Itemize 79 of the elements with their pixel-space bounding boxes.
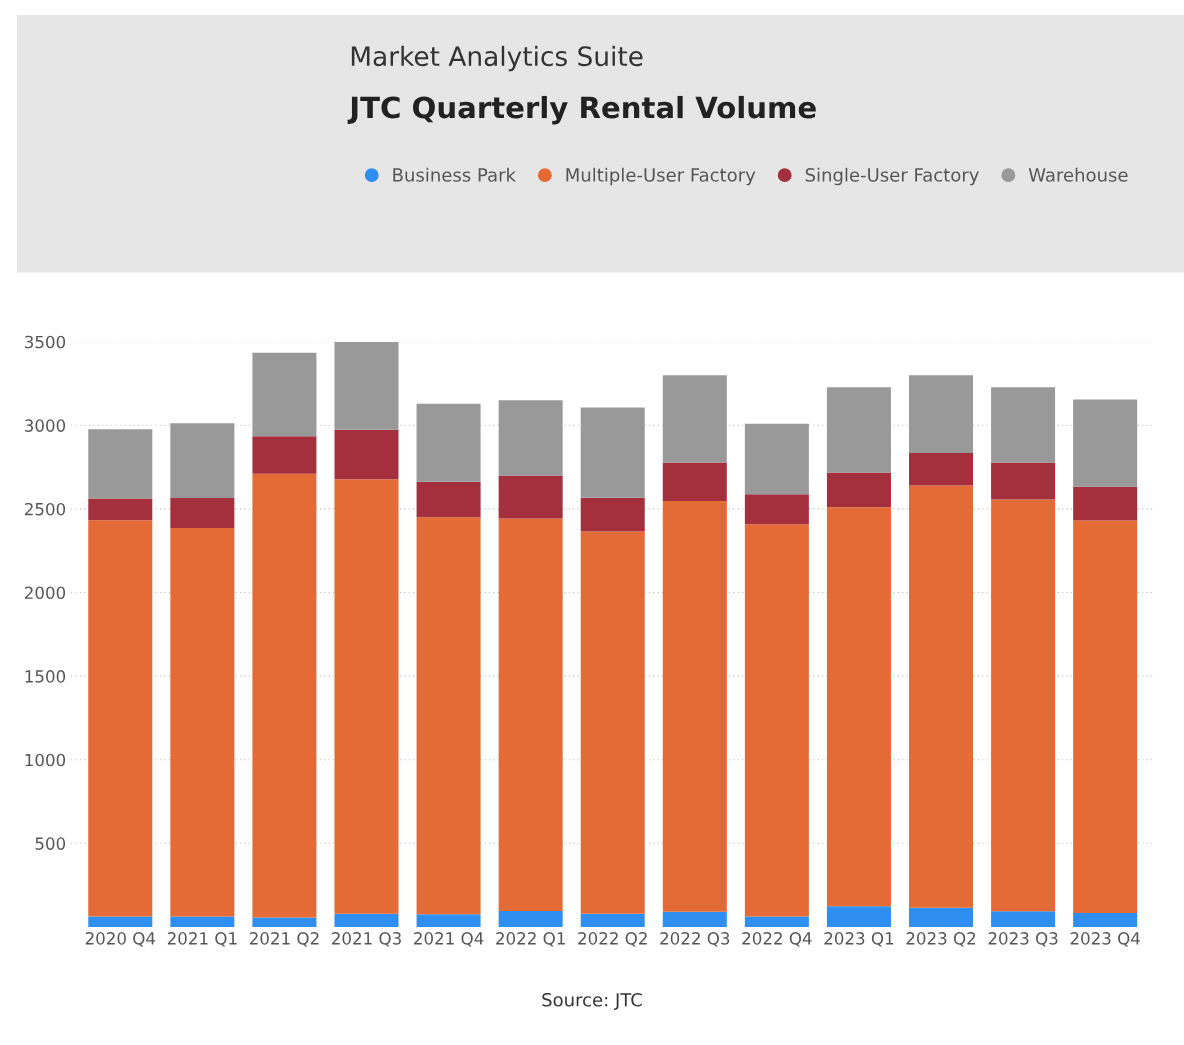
bar (170, 527, 235, 917)
y-tick-label: 2000 (24, 586, 66, 600)
bar (909, 907, 974, 927)
bar (826, 906, 891, 927)
source-note: Source: JTC (542, 992, 642, 1010)
bar (662, 500, 727, 912)
bar (498, 911, 563, 927)
x-tick-label: 2022 Q1 (496, 932, 565, 947)
bar (498, 400, 563, 476)
bar (991, 911, 1056, 927)
x-tick-label: 2023 Q3 (988, 932, 1058, 947)
bar (826, 472, 891, 508)
bar (334, 479, 399, 914)
bar (1073, 913, 1138, 927)
x-tick-label: 2023 Q4 (1070, 932, 1140, 947)
bar (88, 498, 153, 521)
y-tick-label: 500 (35, 837, 66, 850)
bar (88, 520, 153, 917)
legend-label: Single-User Factory (805, 167, 979, 186)
bar (252, 436, 317, 474)
bar (580, 531, 645, 914)
bar (909, 375, 974, 454)
x-tick-label: 2022 Q2 (578, 932, 647, 947)
bar (909, 453, 974, 486)
bar (498, 475, 563, 519)
legend-label: Warehouse (1028, 167, 1128, 182)
bar (88, 429, 153, 499)
bar (744, 916, 809, 927)
bar (991, 387, 1056, 463)
bar (416, 517, 481, 915)
x-tick-label: 2021 Q4 (414, 932, 484, 947)
bar (991, 499, 1056, 912)
bar (416, 914, 481, 927)
x-tick-label: 2023 Q2 (906, 932, 976, 947)
bar (334, 913, 399, 927)
bar (662, 462, 727, 501)
y-tick-label: 2500 (24, 502, 66, 516)
bar (991, 462, 1056, 500)
x-tick-label: 2020 Q4 (85, 932, 156, 947)
bar (334, 429, 399, 480)
bar (170, 423, 235, 498)
bar (662, 375, 727, 463)
bar (498, 518, 563, 912)
bar (252, 917, 317, 927)
bar (826, 507, 891, 907)
bar (1073, 399, 1138, 487)
bar (1073, 486, 1138, 521)
bar (88, 916, 153, 927)
bar (170, 916, 235, 927)
bar (909, 485, 974, 908)
bar (744, 524, 809, 917)
bar (744, 494, 809, 525)
bar (252, 473, 317, 918)
y-tick-label: 3000 (25, 419, 66, 432)
bar (1073, 520, 1138, 914)
bar (580, 497, 645, 532)
legend-label: Multiple-User Factory (566, 167, 756, 186)
y-tick-label: 1000 (25, 753, 66, 767)
x-tick-label: 2022 Q4 (742, 932, 812, 947)
x-tick-label: 2022 Q3 (660, 932, 730, 947)
bar (744, 423, 809, 495)
bar (826, 387, 891, 473)
x-tick-label: 2021 Q1 (167, 932, 237, 947)
y-tick-label: 3500 (25, 335, 66, 349)
x-tick-label: 2023 Q1 (824, 932, 894, 947)
bar (416, 403, 481, 482)
bar (334, 341, 399, 430)
bar (662, 911, 727, 927)
legend-label: Business Park (393, 167, 516, 182)
bar (416, 481, 481, 518)
bar (170, 497, 235, 528)
chart-title: JTC Quarterly Rental Volume (347, 95, 816, 125)
chart-subtitle: Market Analytics Suite (351, 45, 643, 72)
x-tick-label: 2021 Q2 (249, 932, 319, 947)
bar (580, 913, 645, 927)
x-tick-label: 2021 Q3 (332, 932, 401, 947)
y-tick-label: 1500 (25, 670, 66, 683)
bar (252, 352, 317, 437)
bar (580, 407, 645, 498)
